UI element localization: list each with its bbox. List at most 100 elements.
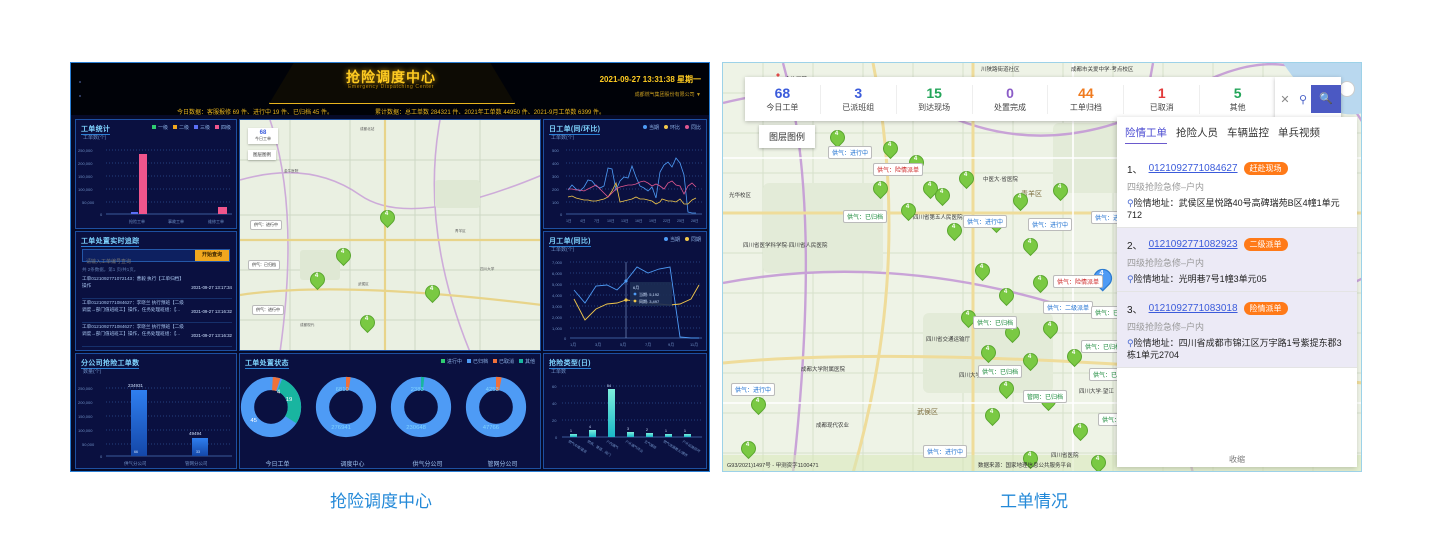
map-marker[interactable]: 4 [332,244,355,267]
legend-monthly-1: 同期 [690,237,701,243]
map-marker[interactable]: 4 [1039,317,1062,340]
list-item[interactable]: 1、 0121092771084627 赶赴现场 四级抢险急修–户内 ⚲险情地址… [1117,152,1357,228]
stat-value: 3 [854,84,863,101]
map-marker[interactable]: 4 [1087,451,1110,471]
map-layer-legend-button[interactable]: 图层图例 [248,150,276,160]
list-item[interactable]: 3、 0121092771083018 险情派单 四级抢险急修–户内 ⚲险情地址… [1117,292,1357,368]
item-addr-label: 险情地址： [1133,274,1179,284]
map-marker[interactable]: 4 [957,306,980,329]
map-marker[interactable]: 4 [955,167,978,190]
map-poi: 川陕路街道社区 [981,67,1020,73]
map-marker[interactable]: 4 [981,404,1004,427]
map-marker[interactable]: 4 [1063,345,1086,368]
summary-ribbon: 今日数据：客服报修 69 件、进行中 19 件、已归档 45 件。 累计数据：总… [71,105,709,117]
collapse-button[interactable]: 收缩 [1229,455,1245,464]
svg-text:7日: 7日 [594,219,600,223]
map-marker[interactable]: 4 [737,437,760,460]
map-marker[interactable]: 4 [1019,234,1042,257]
map-marker[interactable]: 4 [356,311,379,334]
item-type: 四级抢险急修–户内 [1127,322,1205,332]
close-icon[interactable]: ✕ [1280,93,1290,106]
item-id[interactable]: 0121092771084627 [1148,163,1238,174]
map-marker[interactable]: 4 [869,177,892,200]
tab-incident-orders[interactable]: 险情工单 [1125,125,1167,144]
map-marker[interactable]: 4 [1069,419,1092,442]
svg-text:4日: 4日 [580,219,586,223]
map-marker[interactable]: 4 [1019,349,1042,372]
stat-archived[interactable]: 44 工单归档 [1048,84,1125,114]
map-marker[interactable]: 4 [977,341,1000,364]
table-row[interactable]: 工单0121092771084627：李晓兰 执行预班【二级调度→部门值班班工】… [82,324,232,347]
map-marker[interactable]: 4 [943,219,966,242]
map-marker[interactable]: 4 [971,259,994,282]
header-dot-2 [79,95,81,97]
legend-status-2: 已取消 [498,359,514,365]
search-icon[interactable]: 🔍 [1311,85,1341,113]
tab-rescue-staff[interactable]: 抢险人员 [1176,127,1218,139]
map-marker[interactable]: 4 [1049,179,1072,202]
caption-left: 抢险调度中心 [330,492,432,511]
legend-daily-2: 同比 [690,125,701,131]
map-marker-selected[interactable]: 4 [1089,264,1117,292]
map-poi: 光华校区 [729,193,752,199]
svg-text:40: 40 [552,401,557,406]
map-application: 金牛医院 川陕路街道社区 成都市关爱中学·考点校区 中医大·省医院 四川省第五人… [722,62,1362,472]
svg-text:200,000: 200,000 [78,400,93,405]
tracking-search-button[interactable]: 开始查询 [195,250,229,261]
map-marker[interactable]: 4 [1009,189,1032,212]
tab-vehicle-monitor[interactable]: 车辆监控 [1227,127,1269,139]
page-subtitle: Emergency Dispatching Center [348,84,434,90]
legend-stats: 一级 二级 三级 四级 [151,124,231,131]
company-selector[interactable]: 成都燃气集团股份有限公司 ▼ [634,92,701,98]
svg-text:400: 400 [552,161,559,166]
svg-text:50,000: 50,000 [82,442,95,447]
tracking-row-text: 工单0121092771084627：李晓兰 执行预班【二级调度→部门值班班工】… [82,300,184,312]
tracking-search-input[interactable] [83,255,200,269]
tab-body-cam[interactable]: 单兵视频 [1278,127,1320,139]
svg-text:事故工单: 事故工单 [168,218,184,224]
donut-caption: 管网分公司 [487,462,518,468]
layer-legend-button[interactable]: 图层图例 [759,125,816,148]
map-marker[interactable]: 4 [826,126,849,149]
item-id[interactable]: 0121092771083018 [1148,303,1238,314]
table-row[interactable]: 工单0121092771072143：曹毅 执行【工单归档】操作 2021-09… [82,276,232,299]
map-poi: 四川省第五人民医院 [913,215,963,221]
table-row[interactable]: 工单0121092771084627：李晓兰 执行预班【二级调度→部门值班班工】… [82,300,232,323]
list-item[interactable]: 2、 0121092771082923 二级派单 四级抢险急修–户内 ⚲险情地址… [1117,228,1357,292]
svg-text:49494: 49494 [189,431,202,436]
map-marker[interactable]: 4 [919,177,942,200]
stat-other[interactable]: 5 其他 [1200,85,1275,114]
map-marker[interactable]: 4 [897,199,920,222]
map-marker[interactable]: 4 [421,281,444,304]
map-marker[interactable]: 4 [995,377,1018,400]
chart-work-order-stats: 250,000 200,000 150,000 100,000 50,000 0 抢险… [78,148,232,224]
axis-label-stats-y: 工单数(个) [83,135,107,141]
map-marker[interactable]: 4 [1029,271,1052,294]
map-marker[interactable]: 4 [879,137,902,160]
svg-text:0: 0 [555,435,558,440]
stat-dispatched[interactable]: 3 已派班组 [821,84,897,114]
svg-text:50,000: 50,000 [82,200,95,205]
stat-value: 15 [926,84,942,101]
map-marker[interactable]: 4 [306,268,329,291]
stat-cancelled[interactable]: 1 已取消 [1124,84,1201,114]
map-marker[interactable]: 4 [376,206,399,229]
stat-completed[interactable]: 0 处置完成 [973,84,1049,114]
map-marker[interactable]: 4 [1019,447,1042,470]
stat-today-orders[interactable]: 68 今日工单 [745,84,821,114]
map-tag: 供气：已归档 [248,260,280,270]
map-marker[interactable]: 4 [905,151,928,174]
donut-row: 4 19 45 今日工单 6810 276941 调度中心 [240,376,540,468]
donut-label-top: 6810 [336,387,350,393]
map-marker[interactable]: 4 [747,393,770,416]
stat-arrived[interactable]: 15 到达现场 [897,84,973,114]
map-marker[interactable]: 4 [995,284,1018,307]
location-pin-icon[interactable]: ⚲ [1298,93,1308,106]
map-marker[interactable]: 4 [931,184,954,207]
tracking-search-wrap: 开始查询 [82,249,230,269]
map-zoom-handle[interactable] [1339,81,1355,97]
item-id[interactable]: 0121092771082923 [1148,239,1238,250]
map-marker[interactable]: 4 [1001,321,1024,344]
item-addr-label: 险情地址： [1133,338,1179,348]
